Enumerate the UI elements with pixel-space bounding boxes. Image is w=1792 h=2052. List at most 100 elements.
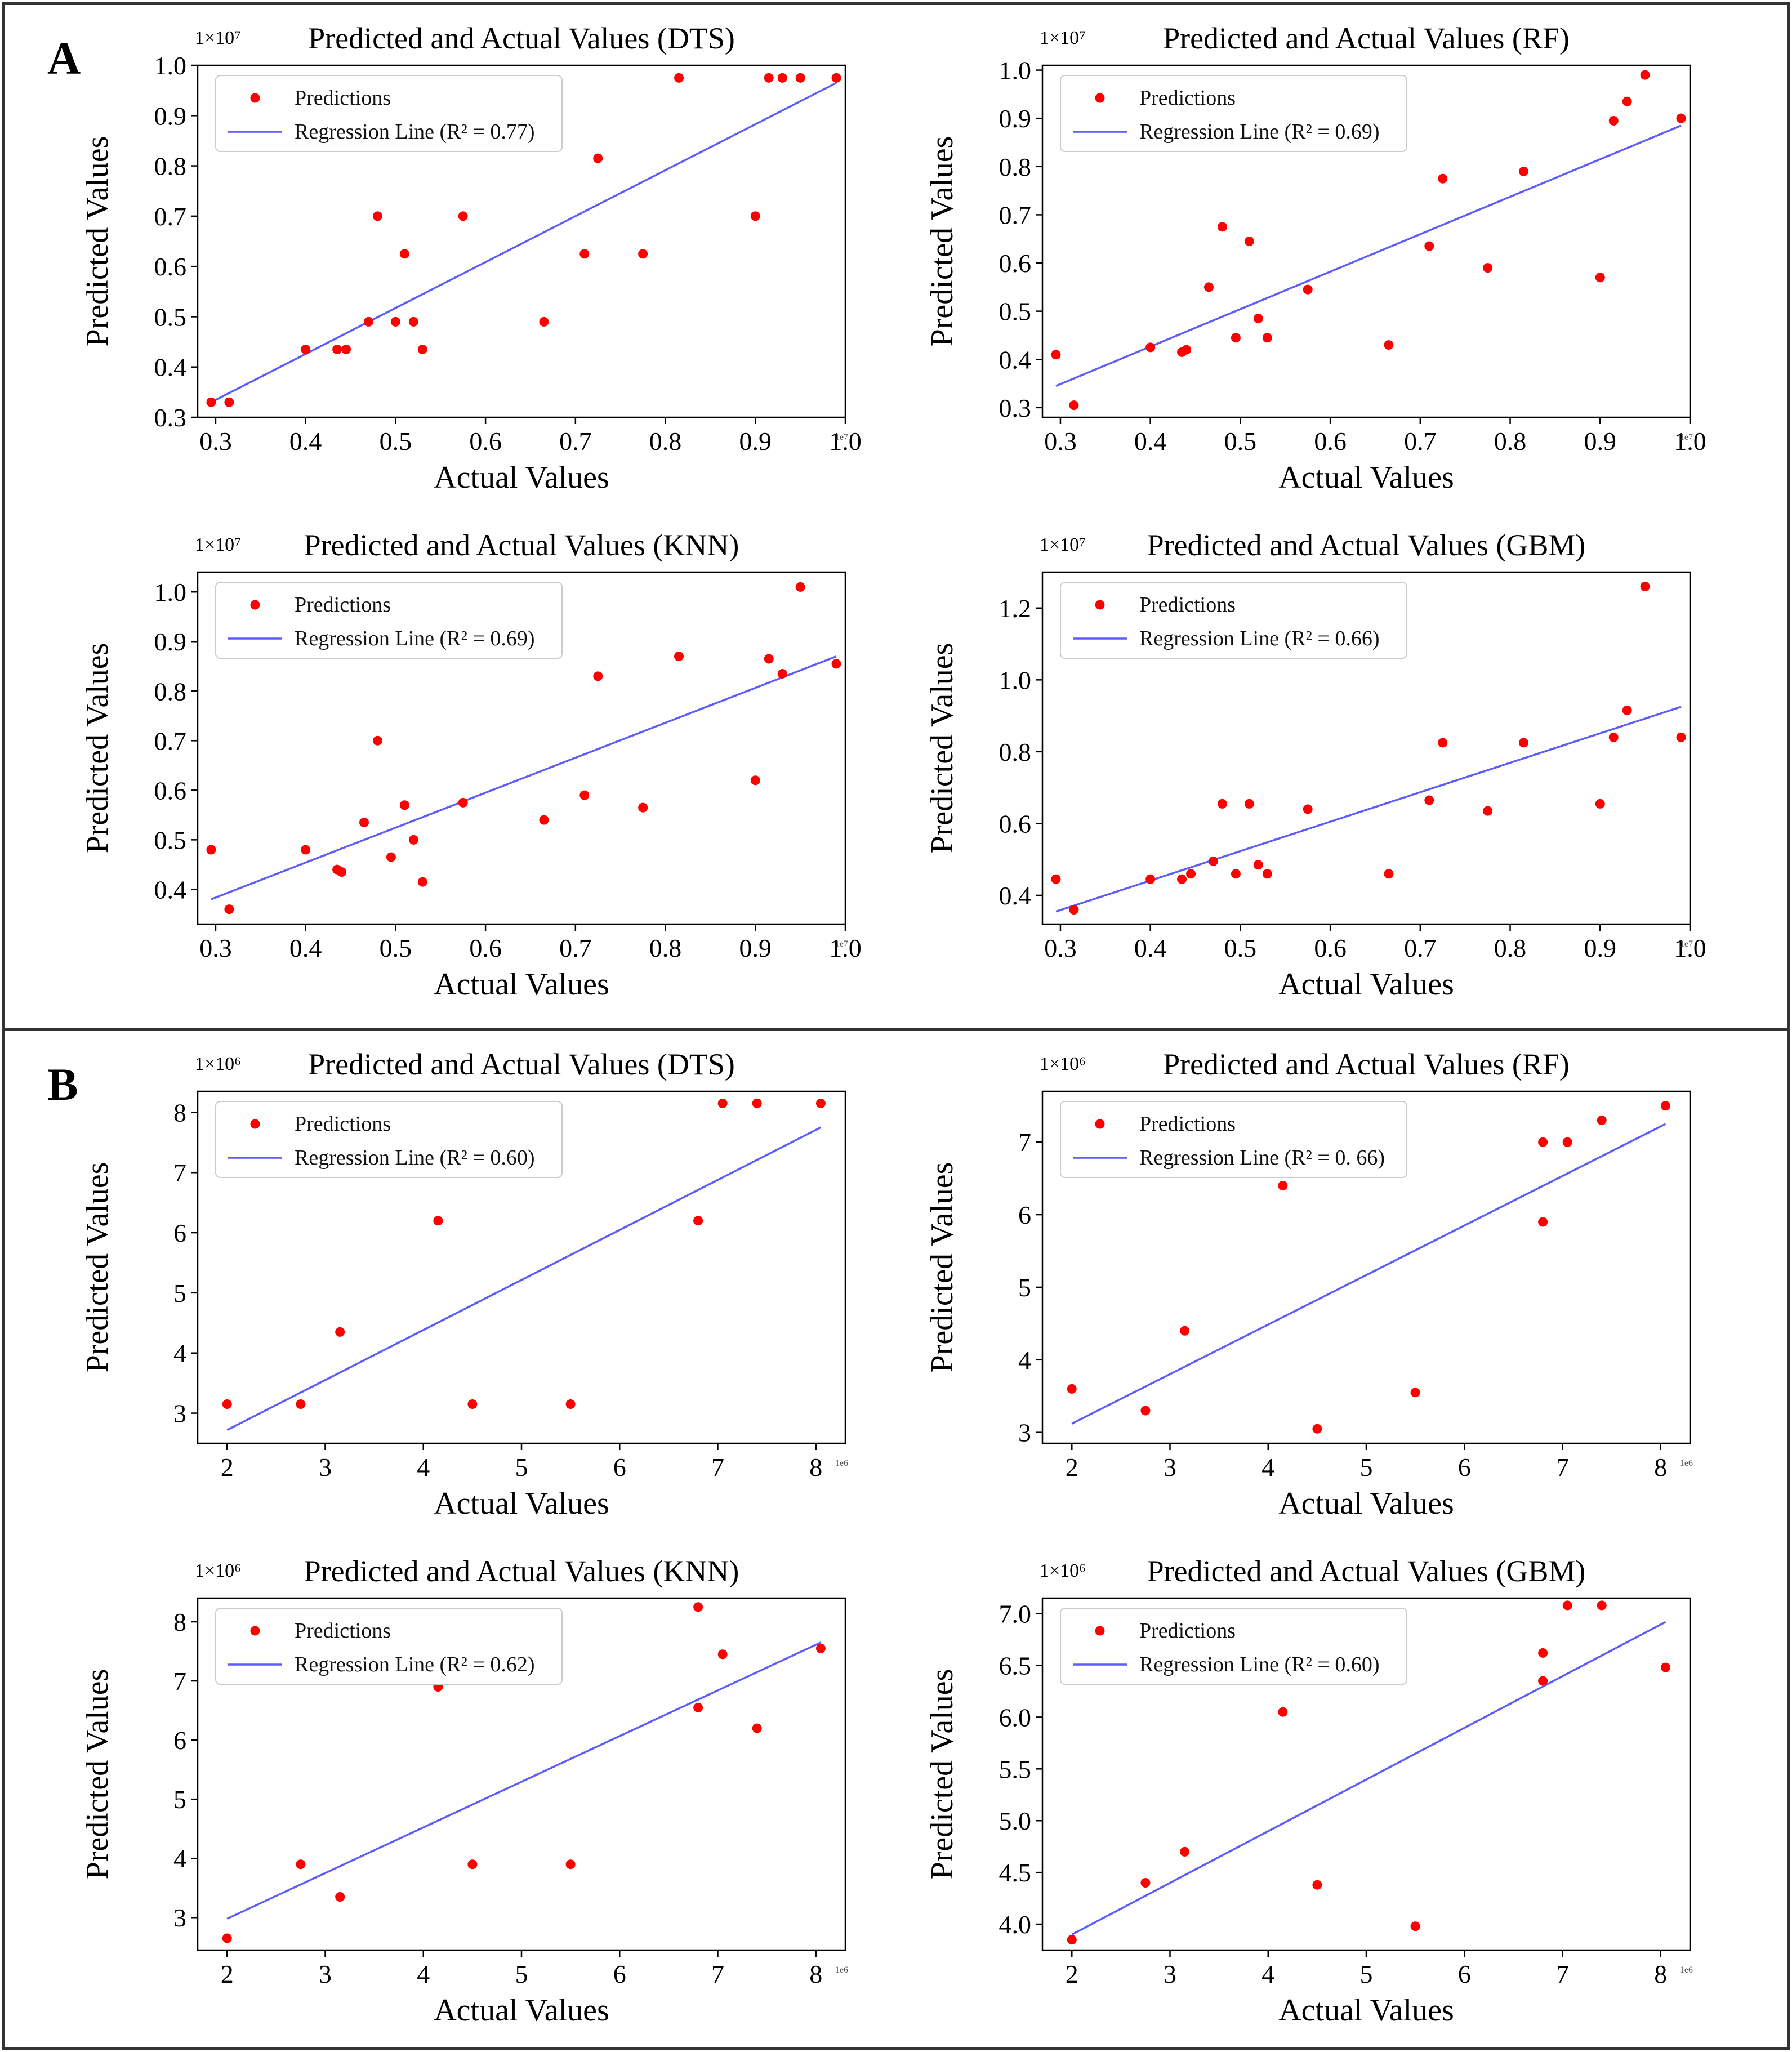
scatter-chart: Predicted and Actual Values (DTS) 1×10⁶ 2 3… [80,1047,848,1521]
plot-area [1041,571,1691,925]
x-tick-label: 4 [417,1453,430,1482]
y-tick-label: 1.0 [999,56,1032,85]
x-tick-label: 6 [1458,1960,1471,1988]
y-tick-label: 0.6 [154,252,187,281]
data-point [372,211,382,221]
x-exponent-label: 1e7 [835,939,848,949]
panel-border [2,1028,1790,2050]
data-point [1278,1181,1288,1191]
data-point [579,249,590,259]
data-point [1676,732,1686,742]
data-point [1145,342,1156,353]
data-point [332,344,342,354]
x-axis-label: Actual Values [1278,967,1454,1002]
data-point [593,671,603,681]
data-point [1278,1707,1288,1717]
legend-label-points: Predictions [295,593,391,617]
legend-label-line: Regression Line (R² = 0.69) [1139,120,1379,144]
x-axis-label: Actual Values [434,460,609,495]
x-tick-label: 0.4 [289,934,322,962]
data-point [1217,222,1227,232]
data-point [1253,860,1263,870]
scatter-chart: Predicted and Actual Values (KNN) 1×10⁶ 2 3… [80,1554,848,2028]
data-point [408,835,418,845]
x-tick-label: 8 [809,1960,822,1988]
data-point [777,73,787,83]
legend-box [1060,1608,1407,1685]
y-axis-label: Predicted Values [80,643,115,854]
x-axis-label: Actual Values [434,1486,609,1521]
data-point [565,1399,576,1409]
y-tick-label: 0.4 [154,353,187,382]
data-point [565,1859,576,1870]
legend-label-line: Regression Line (R² = 0.66) [1139,627,1379,650]
data-point [363,316,373,327]
data-point [1608,732,1619,742]
data-point [206,845,216,855]
data-point [674,73,684,83]
y-tick-label: 0.8 [154,677,187,706]
legend-marker-points [1095,600,1105,610]
y-exponent-label: 1×10⁶ [195,1560,241,1581]
y-tick-label: 1.2 [999,594,1032,623]
x-tick-label: 0.4 [1134,934,1167,962]
data-point [717,1098,728,1108]
y-tick-label: 7 [173,1667,186,1696]
x-tick-label: 2 [221,1960,234,1988]
x-axis-label: Actual Values [434,1993,609,2028]
y-tick-label: 1.0 [999,666,1032,694]
data-point [399,800,409,810]
y-tick-label: 0.8 [999,738,1032,766]
legend-label-points: Predictions [295,86,391,110]
scatter-chart: Predicted and Actual Values (DTS) 1×10⁷ 0.… [80,21,862,495]
y-tick-label: 8 [173,1608,186,1636]
data-point [1180,1846,1190,1857]
data-point [1262,869,1272,879]
x-tick-label: 7 [1556,1960,1569,1988]
regression-line [1071,1621,1666,1935]
x-tick-label: 5 [515,1960,528,1988]
data-point [224,397,234,407]
chart-title: Predicted and Actual Values (RF) [1163,21,1570,55]
data-point [337,867,347,877]
x-tick-label: 0.8 [649,427,682,456]
data-point [1186,869,1196,879]
data-point [1608,115,1619,126]
legend-marker-points [250,1119,260,1129]
data-point [1051,350,1061,360]
data-point [1177,874,1187,884]
y-tick-label: 0.8 [154,152,187,181]
x-tick-label: 0.8 [649,934,682,962]
y-tick-label: 7 [173,1158,186,1187]
data-point [795,73,805,83]
data-point [593,153,603,163]
x-tick-label: 2 [1066,1453,1078,1482]
data-point [1597,1600,1607,1611]
y-tick-label: 4.0 [999,1910,1032,1939]
y-tick-label: 5.5 [999,1755,1032,1783]
x-tick-label: 4 [1261,1960,1274,1988]
x-exponent-label: 1e6 [835,1458,848,1468]
legend-box [215,75,563,152]
data-point [417,877,427,887]
data-point [764,654,774,664]
x-tick-label: 4 [417,1960,430,1988]
data-point [1519,166,1529,176]
y-tick-label: 6.5 [999,1651,1032,1680]
x-exponent-label: 1e6 [1680,1458,1693,1468]
legend-label-points: Predictions [1139,1619,1236,1643]
x-tick-label: 0.8 [1494,427,1527,456]
legend-box [215,582,563,659]
y-tick-label: 3 [173,1399,186,1428]
legend-marker-points [250,600,260,610]
y-axis-label: Predicted Values [925,643,960,854]
data-point [1145,874,1156,884]
x-exponent-label: 1e7 [835,432,848,442]
data-point [1410,1388,1420,1398]
data-point [372,735,382,746]
x-tick-label: 1.0 [829,427,862,456]
x-tick-label: 0.3 [199,427,232,456]
data-point [815,1098,826,1108]
data-point [224,904,234,915]
